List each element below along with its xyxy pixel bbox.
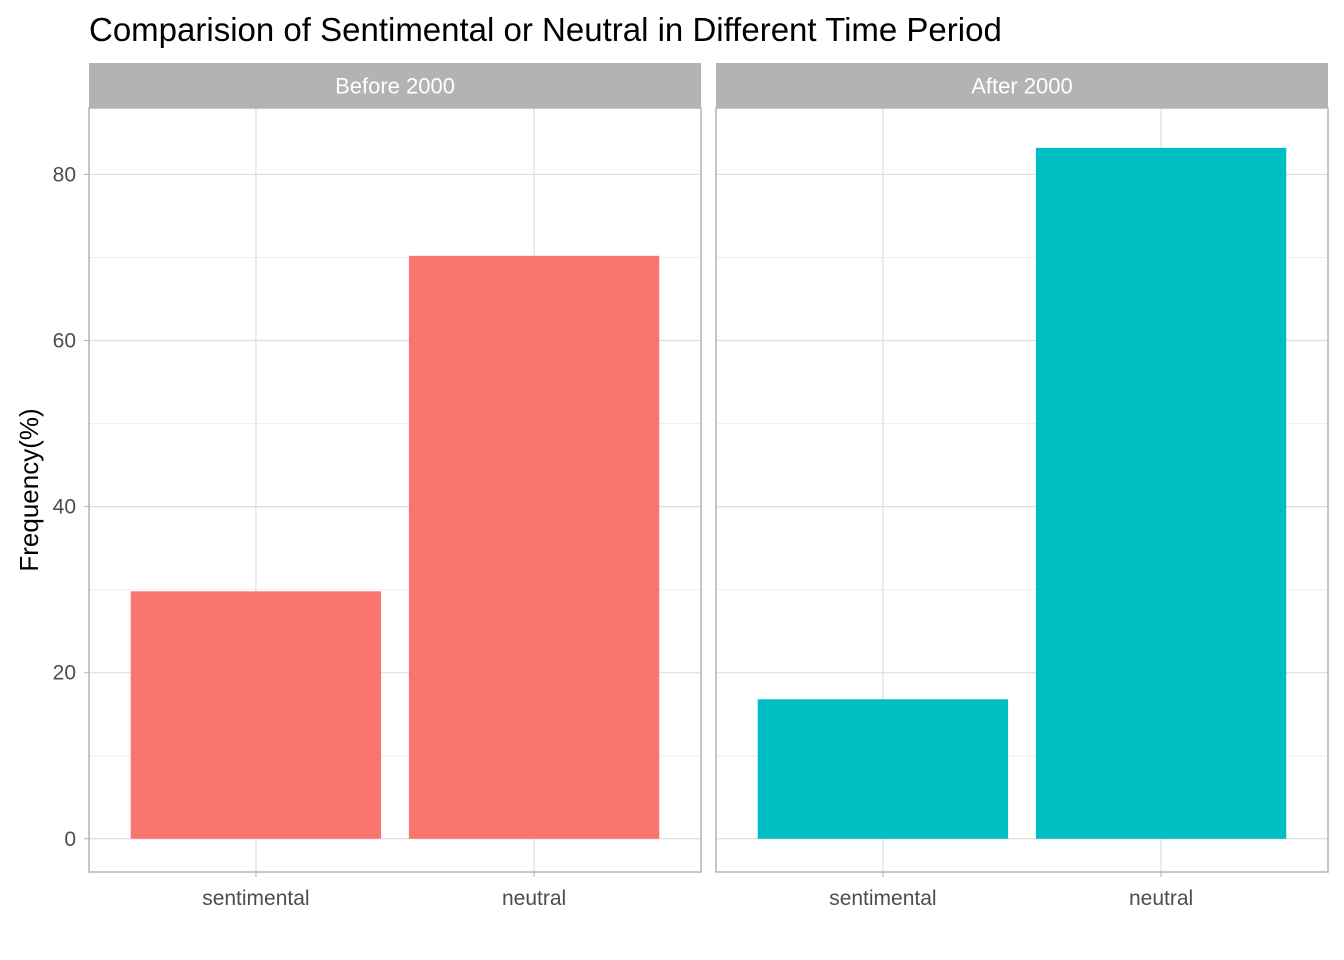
x-tick-label: neutral [1129,887,1193,910]
facet-strip-label: After 2000 [971,74,1073,99]
y-tick-label: 0 [64,828,76,851]
y-tick-label: 40 [53,496,76,519]
bar [130,591,382,839]
chart-title: Comparision of Sentimental or Neutral in… [89,11,1002,48]
facet-panel: Before 2000 sentimental neutral [88,63,702,910]
x-tick-label: sentimental [829,887,936,910]
y-axis-title: Frequency(%) [14,408,44,571]
facet-panel: After 2000 sentimental neutral [715,63,1329,910]
bar [1035,147,1287,839]
x-tick-label: sentimental [202,887,309,910]
y-tick-label: 60 [53,330,76,353]
y-tick-label: 80 [53,163,76,186]
panels-layer: Before 2000 sentimental neutral After 2000 s… [88,63,1329,910]
facet-strip [89,63,701,108]
bar [408,255,660,839]
y-tick-label: 20 [53,662,76,685]
y-axis: 0 20 40 60 80 [53,163,89,851]
x-tick-label: neutral [502,887,566,910]
facet-strip-label: Before 2000 [335,74,455,99]
facet-strip [716,63,1328,108]
bar [757,699,1009,839]
